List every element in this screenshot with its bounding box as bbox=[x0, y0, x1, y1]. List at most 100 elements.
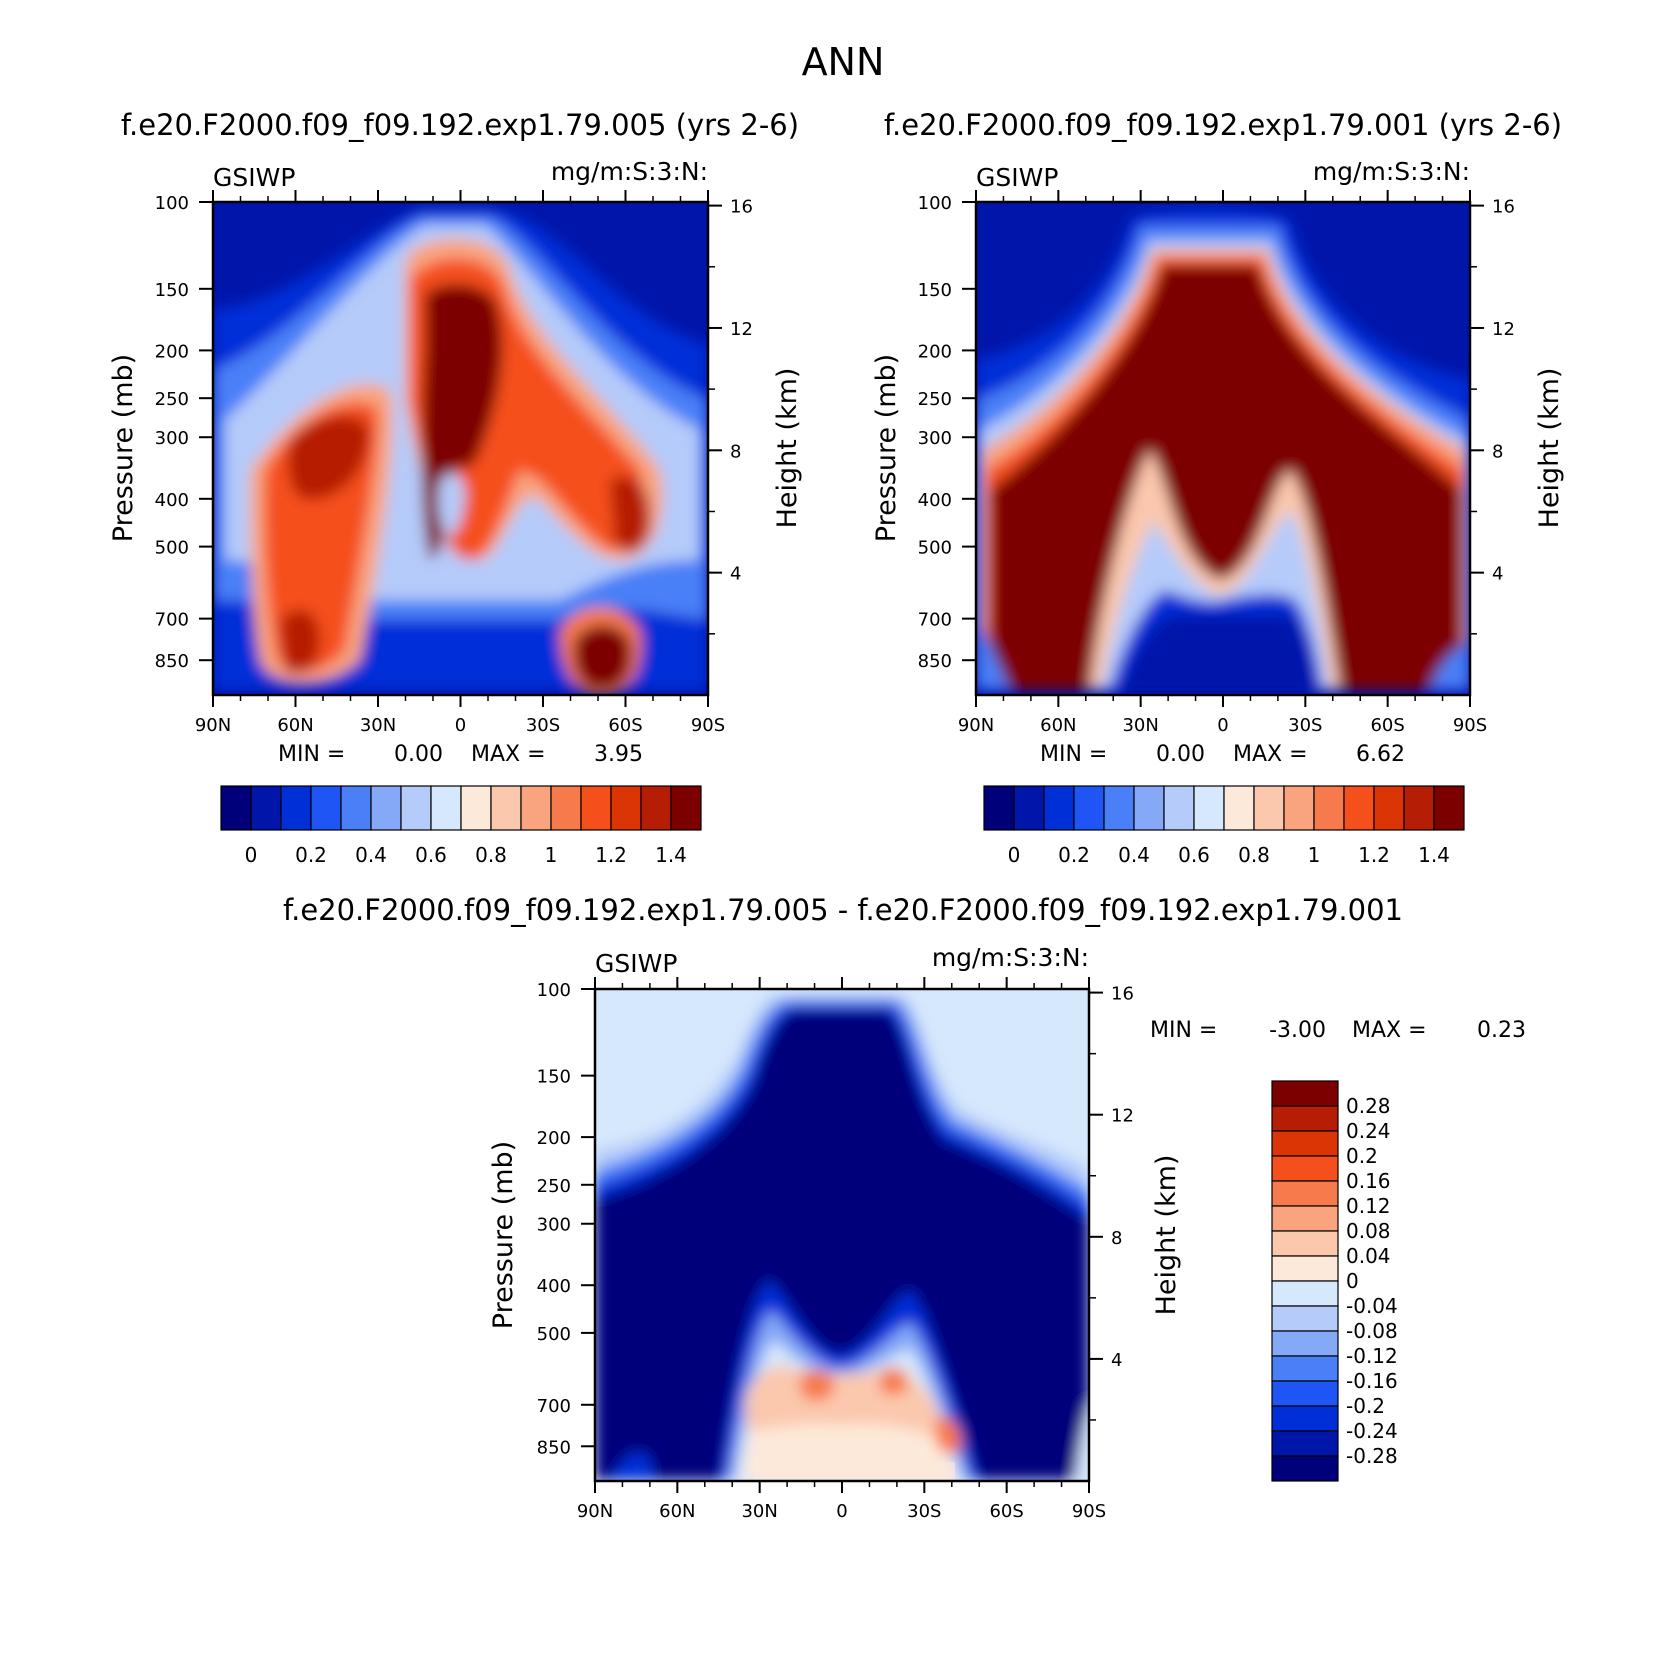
colorbar-test-label: 0.8 bbox=[475, 843, 507, 867]
colorbar-test-box bbox=[250, 785, 282, 831]
x-tick-label: 30N bbox=[1122, 715, 1158, 736]
y2-tick-label: 12 bbox=[730, 319, 753, 340]
y-tick-label: 100 bbox=[155, 193, 189, 214]
panel-test-max-label: MAX = bbox=[471, 742, 546, 767]
colorbar-difference-label: -0.28 bbox=[1346, 1444, 1398, 1468]
colorbar-control-box bbox=[1433, 785, 1465, 831]
colorbar-difference-label: -0.2 bbox=[1346, 1394, 1385, 1418]
colorbar-difference-label: 0 bbox=[1346, 1269, 1359, 1293]
colorbar-test-label: 0.6 bbox=[415, 843, 447, 867]
colorbar-control-box bbox=[983, 785, 1015, 831]
colorbar-test-box bbox=[400, 785, 432, 831]
colorbar-difference-box bbox=[1271, 1230, 1339, 1257]
y-tick-label: 300 bbox=[918, 428, 952, 449]
y-tick-label: 200 bbox=[918, 341, 952, 362]
panel-control-units: mg/m:S:3:N: bbox=[1313, 157, 1470, 186]
y-tick-label: 300 bbox=[537, 1215, 571, 1236]
colorbar-difference-label: 0.04 bbox=[1346, 1244, 1391, 1268]
colorbar-test-box bbox=[520, 785, 552, 831]
colorbar-test-label: 0 bbox=[245, 843, 258, 867]
panel-difference-title: f.e20.F2000.f09_f09.192.exp1.79.005 - f.… bbox=[283, 893, 1403, 927]
colorbar-difference-box bbox=[1271, 1380, 1339, 1407]
x-tick-label: 30S bbox=[526, 715, 560, 736]
y-tick-label: 400 bbox=[155, 490, 189, 511]
y-tick-label: 150 bbox=[155, 280, 189, 301]
panel-test-minmax: MIN = 0.00 MAX = 3.95 bbox=[278, 742, 643, 767]
colorbar-test-box bbox=[340, 785, 372, 831]
colorbar-control-box bbox=[1073, 785, 1105, 831]
panel-difference-minmax: MIN = -3.00 MAX = 0.23 bbox=[1150, 1018, 1526, 1043]
y-tick-label: 250 bbox=[918, 389, 952, 410]
colorbar-difference-box bbox=[1271, 1355, 1339, 1382]
colorbar-control-label: 0 bbox=[1008, 843, 1021, 867]
y2-tick-label: 8 bbox=[1492, 441, 1503, 462]
panel-difference-ylabel-right: Height (km) bbox=[1151, 1155, 1182, 1316]
panel-control-max-value: 6.62 bbox=[1356, 742, 1405, 767]
y2-tick-label: 4 bbox=[1111, 1350, 1122, 1371]
colorbar-difference-label: 0.2 bbox=[1346, 1144, 1378, 1168]
panel-test-variable: GSIWP bbox=[213, 163, 295, 192]
colorbar-control-box bbox=[1343, 785, 1375, 831]
colorbar-control-box bbox=[1373, 785, 1405, 831]
panel-test-title: f.e20.F2000.f09_f09.192.exp1.79.005 (yrs… bbox=[121, 108, 799, 142]
colorbar-difference-box bbox=[1271, 1205, 1339, 1232]
colorbar-difference-box bbox=[1271, 1280, 1339, 1307]
y-tick-label: 400 bbox=[537, 1276, 571, 1297]
colorbar-difference-box bbox=[1271, 1080, 1339, 1107]
x-tick-label: 0 bbox=[455, 715, 466, 736]
y2-tick-label: 12 bbox=[1492, 319, 1515, 340]
panel-difference-max-value: 0.23 bbox=[1477, 1018, 1526, 1043]
y-tick-label: 150 bbox=[537, 1067, 571, 1088]
x-tick-label: 0 bbox=[1217, 715, 1228, 736]
x-tick-label: 0 bbox=[836, 1501, 847, 1522]
colorbar-control-box bbox=[1403, 785, 1435, 831]
x-tick-label: 30N bbox=[360, 715, 396, 736]
x-tick-label: 30N bbox=[741, 1501, 777, 1522]
colorbar-control-box bbox=[1043, 785, 1075, 831]
colorbar-test-box bbox=[580, 785, 612, 831]
y2-tick-label: 8 bbox=[1111, 1228, 1122, 1249]
panel-control-min-label: MIN = bbox=[1040, 742, 1107, 767]
y-tick-label: 100 bbox=[537, 980, 571, 1001]
colorbar-control-label: 1.4 bbox=[1418, 843, 1450, 867]
y-tick-label: 200 bbox=[155, 341, 189, 362]
y2-tick-label: 16 bbox=[1492, 197, 1515, 218]
colorbar-test-box bbox=[310, 785, 342, 831]
colorbar-test-label: 0.4 bbox=[355, 843, 387, 867]
panel-control-minmax: MIN = 0.00 MAX = 6.62 bbox=[1040, 742, 1405, 767]
x-tick-label: 90S bbox=[1072, 1501, 1106, 1522]
colorbar-test-label: 1.2 bbox=[595, 843, 627, 867]
y-tick-label: 700 bbox=[537, 1396, 571, 1417]
panel-control-ylabel-right: Height (km) bbox=[1534, 368, 1565, 529]
panel-difference-ylabel: Pressure (mb) bbox=[488, 1141, 519, 1329]
y-tick-label: 500 bbox=[918, 538, 952, 559]
panel-control-colorbar: 0 0.2 0.4 0.6 0.8 1 1.2 1.4 bbox=[983, 785, 1465, 867]
colorbar-difference-box bbox=[1271, 1105, 1339, 1132]
colorbar-difference-box bbox=[1271, 1155, 1339, 1182]
x-tick-label: 90N bbox=[577, 1501, 613, 1522]
panel-difference-axes: 90N 60N 30N 0 30S 60S 90S 100 150 200 250 300 400 500… bbox=[537, 977, 1134, 1522]
figure-title: ANN bbox=[802, 40, 885, 84]
colorbar-difference-label: 0.24 bbox=[1346, 1119, 1391, 1143]
colorbar-difference-box bbox=[1271, 1130, 1339, 1157]
panel-difference-variable: GSIWP bbox=[595, 949, 677, 978]
colorbar-test-label: 1 bbox=[545, 843, 558, 867]
panel-difference-units: mg/m:S:3:N: bbox=[932, 943, 1089, 972]
panel-test-min-value: 0.00 bbox=[394, 742, 443, 767]
y-tick-label: 250 bbox=[537, 1176, 571, 1197]
colorbar-difference-label: -0.24 bbox=[1346, 1419, 1398, 1443]
y2-tick-label: 4 bbox=[1492, 564, 1503, 585]
panel-test-axes: 90N 60N 30N 0 30S 60S 90S 100 150 200 250 300 400 500… bbox=[155, 190, 753, 736]
panel-test-min-label: MIN = bbox=[278, 742, 345, 767]
colorbar-control-box bbox=[1013, 785, 1045, 831]
colorbar-difference-box bbox=[1271, 1455, 1339, 1482]
colorbar-test-box bbox=[430, 785, 462, 831]
y-tick-label: 850 bbox=[155, 651, 189, 672]
colorbar-control-label: 0.6 bbox=[1178, 843, 1210, 867]
y-tick-label: 850 bbox=[537, 1437, 571, 1458]
colorbar-control-box bbox=[1103, 785, 1135, 831]
colorbar-test-label: 0.2 bbox=[295, 843, 327, 867]
colorbar-control-box bbox=[1283, 785, 1315, 831]
colorbar-control-box bbox=[1193, 785, 1225, 831]
